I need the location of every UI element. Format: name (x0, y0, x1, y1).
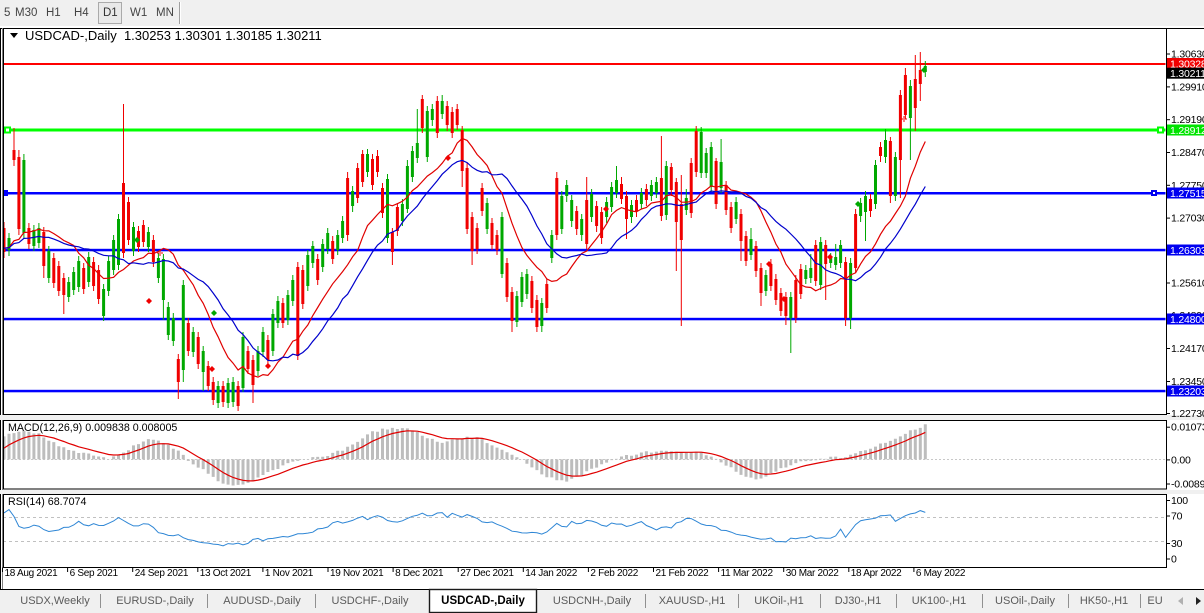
svg-text:1.25610: 1.25610 (1171, 278, 1204, 290)
svg-text:USOil-,Daily: USOil-,Daily (995, 595, 1055, 607)
svg-text:DJ30-,H1: DJ30-,H1 (835, 595, 881, 607)
svg-text:XAUUSD-,H1: XAUUSD-,H1 (659, 595, 726, 607)
svg-text:1.28470: 1.28470 (1171, 147, 1204, 159)
svg-text:H4: H4 (74, 7, 89, 19)
svg-text:D1: D1 (103, 7, 118, 19)
svg-text:0: 0 (1171, 554, 1177, 566)
svg-text:M30: M30 (15, 7, 37, 19)
svg-text:RSI(14) 68.7074: RSI(14) 68.7074 (8, 496, 86, 508)
svg-text:0.01073: 0.01073 (1171, 422, 1204, 434)
svg-text:30 Mar 2022: 30 Mar 2022 (786, 568, 840, 579)
svg-text:1.30328: 1.30328 (1170, 59, 1204, 71)
svg-text:30: 30 (1171, 538, 1183, 550)
svg-text:1 Nov 2021: 1 Nov 2021 (265, 568, 314, 579)
svg-text:1.24800: 1.24800 (1170, 314, 1204, 326)
svg-text:USDCNH-,Daily: USDCNH-,Daily (553, 595, 632, 607)
svg-text:USDCHF-,Daily: USDCHF-,Daily (332, 595, 410, 607)
svg-text:1.29190: 1.29190 (1171, 114, 1204, 126)
svg-text:1.27030: 1.27030 (1171, 213, 1204, 225)
svg-text:14 Jan 2022: 14 Jan 2022 (525, 568, 577, 579)
svg-text:0.00: 0.00 (1171, 454, 1191, 466)
svg-text:EURUSD-,Daily: EURUSD-,Daily (116, 595, 194, 607)
svg-text:1.23203: 1.23203 (1170, 386, 1204, 398)
svg-text:21 Feb 2022: 21 Feb 2022 (656, 568, 710, 579)
svg-text:1.22730: 1.22730 (1171, 408, 1204, 420)
svg-text:USDCAD-,Daily: USDCAD-,Daily (441, 595, 525, 607)
svg-text:AUDUSD-,Daily: AUDUSD-,Daily (223, 595, 301, 607)
svg-text:1.30630: 1.30630 (1171, 49, 1204, 61)
svg-text:USDCAD-,Daily 1.30253 1.30301: USDCAD-,Daily 1.30253 1.30301 1.30185 1.… (25, 28, 322, 43)
svg-text:18 Aug 2021: 18 Aug 2021 (5, 568, 59, 579)
svg-text:EU: EU (1147, 595, 1162, 607)
svg-text:8 Dec 2021: 8 Dec 2021 (395, 568, 444, 579)
svg-text:18 Apr 2022: 18 Apr 2022 (851, 568, 902, 579)
svg-text:USDX,Weekly: USDX,Weekly (20, 595, 90, 607)
svg-text:24 Sep 2021: 24 Sep 2021 (135, 568, 189, 579)
svg-text:1.27515: 1.27515 (1170, 188, 1204, 200)
svg-text:1.26303: 1.26303 (1170, 245, 1204, 257)
svg-text:11 Mar 2022: 11 Mar 2022 (721, 568, 774, 579)
svg-text:13 Oct 2021: 13 Oct 2021 (200, 568, 252, 579)
svg-text:100: 100 (1171, 495, 1188, 507)
svg-text:MN: MN (156, 7, 174, 19)
svg-text:2 Feb 2022: 2 Feb 2022 (590, 568, 638, 579)
svg-text:MACD(12,26,9) 0.009838 0.00800: MACD(12,26,9) 0.009838 0.008005 (8, 422, 177, 434)
svg-text:1.30211: 1.30211 (1170, 68, 1204, 80)
svg-text:UKOil-,H1: UKOil-,H1 (754, 595, 804, 607)
svg-text:1.24170: 1.24170 (1171, 343, 1204, 355)
svg-text:-0.00896: -0.00896 (1171, 479, 1204, 491)
svg-text:6 May 2022: 6 May 2022 (916, 568, 966, 579)
svg-text:27 Dec 2021: 27 Dec 2021 (460, 568, 514, 579)
svg-text:5: 5 (4, 7, 10, 19)
svg-text:1.29910: 1.29910 (1171, 81, 1204, 93)
svg-text:19 Nov 2021: 19 Nov 2021 (330, 568, 384, 579)
svg-text:1.28912: 1.28912 (1170, 125, 1204, 137)
svg-text:UK100-,H1: UK100-,H1 (912, 595, 966, 607)
svg-text:W1: W1 (130, 7, 147, 19)
svg-text:H1: H1 (46, 7, 61, 19)
svg-text:70: 70 (1171, 511, 1183, 523)
svg-text:HK50-,H1: HK50-,H1 (1080, 595, 1128, 607)
svg-text:6 Sep 2021: 6 Sep 2021 (70, 568, 119, 579)
svg-text:1.23450: 1.23450 (1171, 376, 1204, 388)
